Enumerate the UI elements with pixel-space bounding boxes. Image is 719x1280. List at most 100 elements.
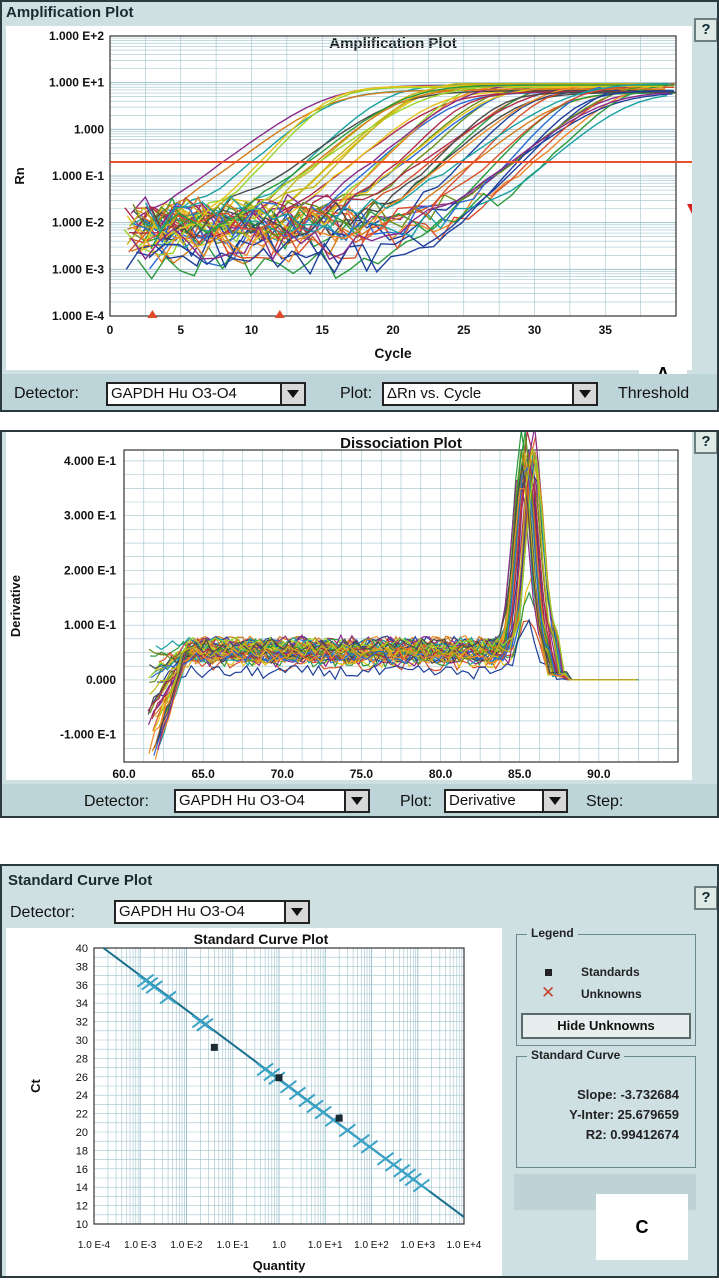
x-tick-label: 60.0 [112, 767, 136, 780]
y-tick-label: 1.000 E-4 [52, 309, 104, 323]
y-tick-label: 12 [76, 1201, 88, 1213]
dissociation-curve [159, 468, 637, 695]
standard-curve-panel: Standard Curve Plot ? Detector: GAPDH Hu… [0, 864, 719, 1278]
y-tick-label: 1.000 E-2 [52, 216, 104, 230]
dissociation-plot-area: Dissociation Plot 60.0 65.0 70.0 75.0 80.0 85.… [6, 432, 692, 816]
x-tick-label: 5 [177, 323, 184, 337]
unknown-marker [298, 1093, 316, 1108]
chevron-down-icon[interactable] [542, 791, 566, 811]
y-axis-label: Rn [12, 167, 27, 184]
x-tick-label: 1.0 E-2 [170, 1240, 203, 1251]
legend-title: Legend [527, 926, 578, 940]
chevron-down-icon[interactable] [280, 384, 304, 404]
dissociation-curve [151, 462, 635, 752]
help-button[interactable]: ? [694, 18, 717, 42]
plot-frame [123, 449, 679, 763]
down-arrow-icon [687, 203, 701, 218]
unknown-marker [314, 1105, 332, 1120]
plot-select-value: Derivative [449, 792, 516, 809]
plot-select-value: ΔRn vs. Cycle [387, 385, 482, 402]
chevron-down-icon[interactable] [284, 902, 308, 922]
baseline-marker-icon [147, 310, 158, 318]
standard-curve-title: Standard Curve [527, 1048, 625, 1062]
unknown-marker [404, 1172, 422, 1187]
unknown-marker [412, 1178, 431, 1193]
amplification-curve [138, 85, 664, 254]
dissociation-curve [155, 464, 633, 744]
detector-select-value: GAPDH Hu O3-O4 [111, 385, 237, 402]
standard-curve-plot-area: Standard Curve Plot 10 12 14 16 18 20 22 24 26 28 3… [6, 928, 502, 1276]
plot-select[interactable]: ΔRn vs. Cycle [382, 382, 598, 406]
unknown-marker [288, 1086, 307, 1101]
x-tick-label: 75.0 [350, 767, 374, 780]
y-tick-label: 1.000 E+1 [49, 76, 104, 90]
y-intercept-value: Y-Inter: 25.679659 [569, 1107, 679, 1122]
dissociation-curve [147, 464, 636, 726]
amplification-curve [151, 91, 676, 241]
amplification-curve [150, 84, 675, 250]
amplification-panel-header: Amplification Plot [6, 4, 134, 21]
x-tick-label: 25 [457, 323, 471, 337]
standard-curve-group: Standard Curve Slope: -3.732684 Y-Inter:… [516, 1048, 696, 1168]
x-tick-label: 10 [245, 323, 259, 337]
y-tick-label: 32 [76, 1017, 88, 1029]
y-tick-label: 16 [76, 1164, 88, 1176]
help-button[interactable]: ? [694, 886, 717, 910]
standards-marker-icon [545, 969, 552, 976]
amplification-plot-area: Amplification Plot 0 5 10 15 20 25 30 35 1.000 E-… [6, 26, 710, 394]
dissociation-curve [158, 457, 636, 716]
detector-select[interactable]: GAPDH Hu O3-O4 [174, 789, 370, 813]
y-tick-label: 34 [76, 998, 88, 1010]
x-tick-label: 1.0 E+2 [354, 1240, 389, 1251]
help-button[interactable]: ? [694, 432, 717, 454]
dissociation-curve [158, 457, 636, 746]
y-axis-label: Ct [28, 1078, 43, 1092]
dissociation-panel: ? Dissociation Plot 60.0 65.0 70.0 75.0 80.0 8… [0, 430, 719, 818]
x-tick-label: 80.0 [429, 767, 453, 780]
unknown-marker [145, 980, 163, 994]
unknown-marker [352, 1134, 370, 1148]
detector-label: Detector: [84, 793, 149, 810]
y-tick-label: 0.000 [86, 673, 116, 687]
unknown-marker [376, 1151, 395, 1166]
y-tick-label: 30 [76, 1035, 88, 1047]
y-tick-label: 4.000 E-1 [64, 454, 116, 468]
standard-marker [275, 1074, 283, 1082]
y-tick-label: 14 [76, 1182, 88, 1194]
hide-unknowns-button[interactable]: Hide Unknowns [521, 1013, 691, 1039]
chart-title: Standard Curve Plot [194, 931, 329, 947]
amplification-curve [132, 83, 671, 237]
x-tick-label: 90.0 [587, 767, 611, 780]
dissociation-curve [150, 451, 634, 719]
x-tick-label: 1.0 E+1 [308, 1240, 343, 1251]
y-tick-label: 1.000 [74, 122, 104, 136]
panel-tag-c: C [596, 1194, 688, 1260]
unknown-marker [196, 1017, 214, 1032]
y-tick-label: -1.000 E-1 [60, 728, 116, 742]
dissociation-curve [155, 454, 638, 681]
x-tick-label: 70.0 [271, 767, 295, 780]
x-tick-label: 1.0 E+3 [400, 1240, 435, 1251]
y-tick-label: 38 [76, 961, 88, 973]
chevron-down-icon[interactable] [344, 791, 368, 811]
y-tick-label: 22 [76, 1109, 88, 1121]
unknown-marker [306, 1099, 324, 1114]
amplification-panel: Amplification Plot ? Amplification Plot 0… [0, 0, 719, 412]
legend-group: Legend Standards ✕ Unknowns Hide Unknown… [516, 926, 696, 1046]
y-tick-label: 2.000 E-1 [64, 563, 116, 577]
x-axis-label: Quantity [253, 1258, 306, 1273]
standard-curve-panel-header: Standard Curve Plot [8, 872, 153, 889]
x-axis-label: Cycle [374, 345, 412, 361]
step-label: Step: [586, 793, 624, 810]
amplification-curve [125, 83, 664, 276]
x-tick-label: 1.0 E+4 [447, 1240, 482, 1251]
y-tick-label: 1.000 E-1 [52, 169, 104, 183]
detector-select[interactable]: GAPDH Hu O3-O4 [114, 900, 310, 924]
chevron-down-icon[interactable] [572, 384, 596, 404]
amplification-curve [141, 88, 666, 233]
amplification-curve [143, 94, 668, 241]
detector-select[interactable]: GAPDH Hu O3-O4 [106, 382, 306, 406]
plot-select[interactable]: Derivative [444, 789, 568, 813]
standard-marker [335, 1114, 343, 1122]
